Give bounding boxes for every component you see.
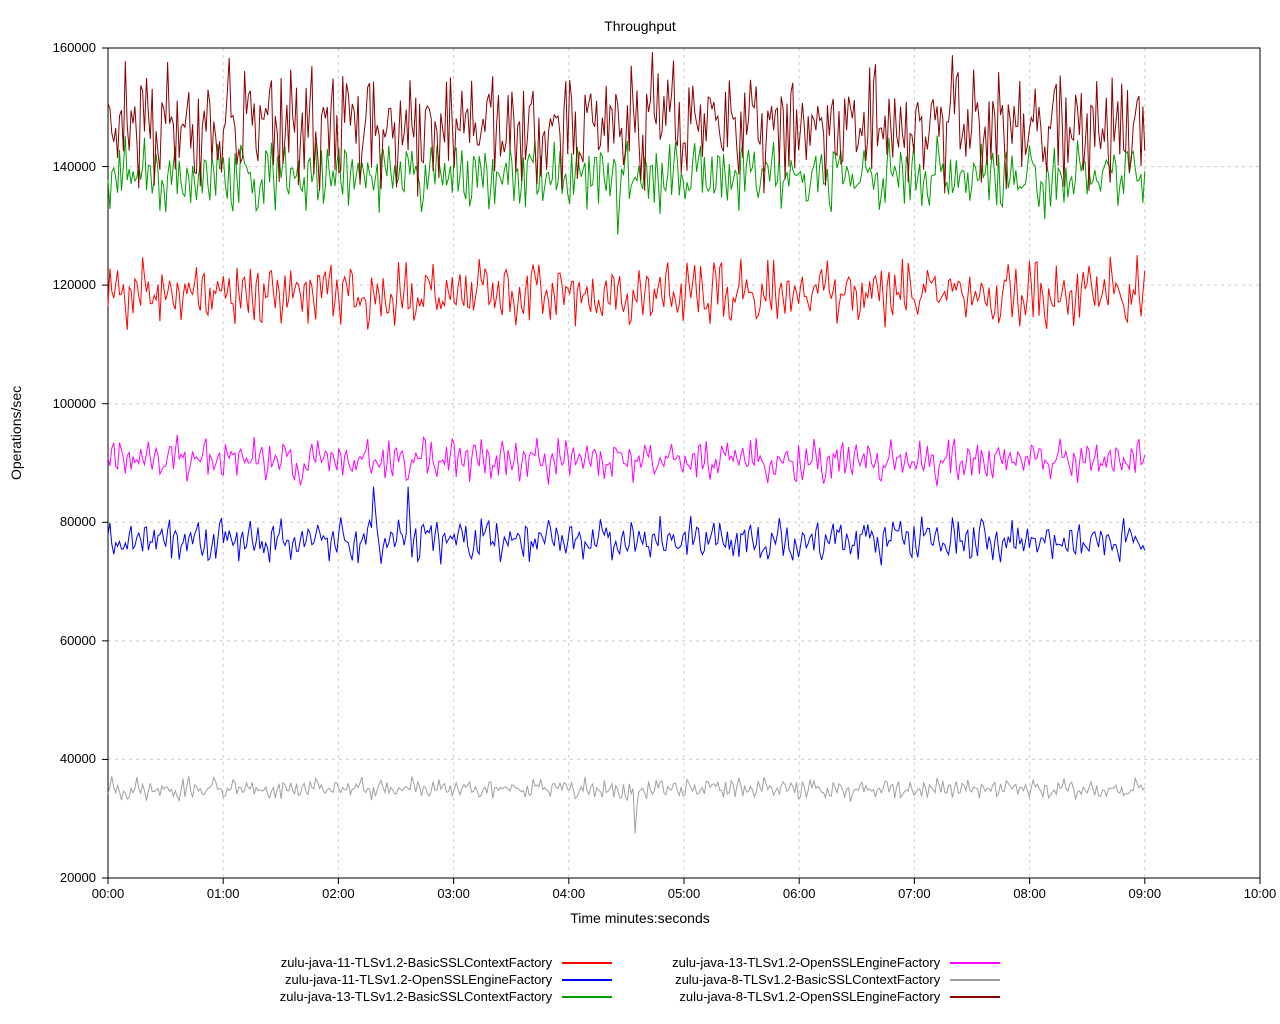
legend-swatch	[562, 962, 612, 964]
series-line	[108, 776, 1145, 833]
series-line	[108, 136, 1145, 235]
x-tick-label: 08:00	[1000, 886, 1060, 901]
x-tick-label: 04:00	[539, 886, 599, 901]
legend-label: zulu-java-13-TLSv1.2-OpenSSLEngineFactor…	[672, 955, 940, 970]
legend-swatch	[562, 996, 612, 998]
legend-item: zulu-java-11-TLSv1.2-OpenSSLEngineFactor…	[280, 972, 612, 987]
legend-swatch	[950, 962, 1000, 964]
legend-swatch	[950, 979, 1000, 981]
x-tick-label: 00:00	[78, 886, 138, 901]
legend-item: zulu-java-8-TLSv1.2-BasicSSLContextFacto…	[672, 972, 1000, 987]
series-line	[108, 52, 1145, 196]
series-line	[108, 255, 1145, 330]
x-tick-label: 02:00	[308, 886, 368, 901]
legend-swatch	[950, 996, 1000, 998]
x-tick-label: 05:00	[654, 886, 714, 901]
legend-item: zulu-java-8-TLSv1.2-OpenSSLEngineFactory	[672, 989, 1000, 1004]
plot-area	[108, 48, 1260, 878]
series-line	[108, 487, 1145, 566]
y-tick-label: 160000	[0, 40, 96, 55]
legend-label: zulu-java-11-TLSv1.2-OpenSSLEngineFactor…	[285, 972, 552, 987]
y-tick-label: 40000	[0, 751, 96, 766]
legend-label: zulu-java-11-TLSv1.2-BasicSSLContextFact…	[281, 955, 552, 970]
legend-item: zulu-java-13-TLSv1.2-BasicSSLContextFact…	[280, 989, 612, 1004]
x-tick-label: 06:00	[769, 886, 829, 901]
x-tick-label: 03:00	[424, 886, 484, 901]
y-tick-label: 80000	[0, 514, 96, 529]
y-tick-label: 60000	[0, 633, 96, 648]
legend-label: zulu-java-8-TLSv1.2-BasicSSLContextFacto…	[675, 972, 940, 987]
x-tick-label: 01:00	[193, 886, 253, 901]
legend-item: zulu-java-13-TLSv1.2-OpenSSLEngineFactor…	[672, 955, 1000, 970]
y-tick-label: 100000	[0, 396, 96, 411]
x-tick-label: 10:00	[1230, 886, 1280, 901]
x-axis-label: Time minutes:seconds	[0, 910, 1280, 926]
y-tick-label: 120000	[0, 277, 96, 292]
legend-column: zulu-java-13-TLSv1.2-OpenSSLEngineFactor…	[672, 955, 1000, 1004]
legend-swatch	[562, 979, 612, 981]
legend-label: zulu-java-13-TLSv1.2-BasicSSLContextFact…	[280, 989, 552, 1004]
chart-container: Throughput Operations/sec Time minutes:s…	[0, 0, 1280, 1024]
legend: zulu-java-11-TLSv1.2-BasicSSLContextFact…	[0, 955, 1280, 1004]
legend-item: zulu-java-11-TLSv1.2-BasicSSLContextFact…	[280, 955, 612, 970]
y-tick-label: 140000	[0, 159, 96, 174]
x-tick-label: 09:00	[1115, 886, 1175, 901]
y-tick-label: 20000	[0, 870, 96, 885]
series-line	[108, 435, 1145, 486]
x-tick-label: 07:00	[884, 886, 944, 901]
legend-column: zulu-java-11-TLSv1.2-BasicSSLContextFact…	[280, 955, 612, 1004]
legend-label: zulu-java-8-TLSv1.2-OpenSSLEngineFactory	[679, 989, 940, 1004]
chart-title: Throughput	[0, 18, 1280, 34]
